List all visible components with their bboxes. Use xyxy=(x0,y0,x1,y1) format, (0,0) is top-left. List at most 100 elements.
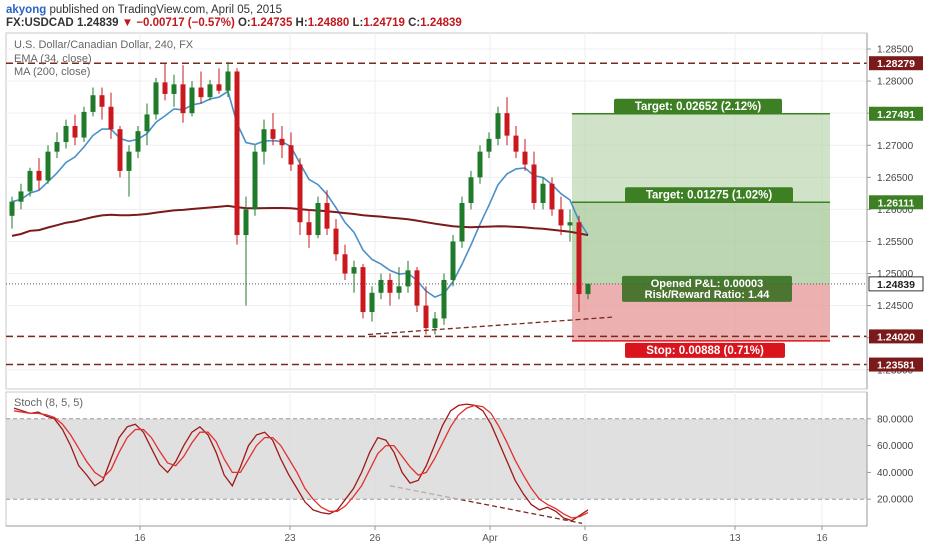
candle-body[interactable] xyxy=(513,135,519,152)
candle-body[interactable] xyxy=(144,114,150,132)
candle-body[interactable] xyxy=(351,267,357,274)
candle-body[interactable] xyxy=(225,71,231,91)
price-level-tag[interactable] xyxy=(869,56,923,71)
support-trendline[interactable] xyxy=(367,316,613,336)
close-value: 1.24839 xyxy=(420,17,462,29)
stoch-y-tick-label: 20.0000 xyxy=(877,495,914,506)
y-tick-label: 1.27000 xyxy=(877,141,914,152)
candle-body[interactable] xyxy=(495,113,501,139)
candle-body[interactable] xyxy=(261,129,267,152)
candle-body[interactable] xyxy=(90,95,96,112)
author-name[interactable]: akyong xyxy=(6,4,47,16)
candle-body[interactable] xyxy=(468,177,474,203)
pnl-box[interactable] xyxy=(622,275,792,302)
candle-body[interactable] xyxy=(558,209,564,226)
candle-body[interactable] xyxy=(504,113,510,136)
price-level-tag[interactable] xyxy=(869,195,923,210)
candle-body[interactable] xyxy=(108,106,114,130)
candle-body[interactable] xyxy=(369,292,375,313)
target-label-1[interactable]: Target: 0.02652 (2.12%) xyxy=(635,101,762,113)
candle-body[interactable] xyxy=(306,222,312,236)
candle-body[interactable] xyxy=(243,209,249,236)
candle-body[interactable] xyxy=(288,145,294,165)
candle-body[interactable] xyxy=(216,84,222,91)
candle-body[interactable] xyxy=(585,283,591,295)
open-label: O: xyxy=(237,17,251,29)
y-tick-label: 1.25500 xyxy=(877,237,914,248)
candle-body[interactable] xyxy=(36,170,42,181)
close-label: C: xyxy=(408,17,421,29)
candle-body[interactable] xyxy=(567,222,573,226)
candle-body[interactable] xyxy=(99,95,105,107)
candle-body[interactable] xyxy=(531,164,537,203)
target-label-1-box[interactable] xyxy=(614,98,782,114)
candle-body[interactable] xyxy=(423,305,429,329)
candle-body[interactable] xyxy=(252,151,258,210)
x-tick-label: 23 xyxy=(284,533,296,544)
candle-body[interactable] xyxy=(378,279,384,293)
candle-body[interactable] xyxy=(297,164,303,223)
x-axis[interactable]: 16 23 26 Apr 6 13 16 xyxy=(6,525,867,544)
price-change: −0.00717 (−0.57%) xyxy=(136,17,235,29)
candle-body[interactable] xyxy=(72,126,78,138)
candle-body[interactable] xyxy=(396,286,402,293)
candle-body[interactable] xyxy=(405,270,411,287)
candle-body[interactable] xyxy=(180,84,186,114)
price-level-tag[interactable] xyxy=(868,276,924,292)
candle-body[interactable] xyxy=(360,267,366,313)
target-label-2[interactable]: Target: 0.01275 (1.02%) xyxy=(646,189,773,201)
candle-body[interactable] xyxy=(324,202,330,229)
candle-body[interactable] xyxy=(441,279,447,319)
candle-body[interactable] xyxy=(198,87,204,98)
candle-body[interactable] xyxy=(333,228,339,255)
candle-body[interactable] xyxy=(459,202,465,242)
candle-body[interactable] xyxy=(153,82,159,115)
candle-body[interactable] xyxy=(27,170,33,192)
price-level-label: 1.24839 xyxy=(877,279,915,291)
candle-body[interactable] xyxy=(432,318,438,329)
candle-body[interactable] xyxy=(45,151,51,181)
position-labels[interactable]: Target: 0.02652 (2.12%) Target: 0.01275 (… xyxy=(614,98,793,358)
price-level-tag[interactable] xyxy=(869,106,923,121)
candle-body[interactable] xyxy=(414,270,420,306)
candle-body[interactable] xyxy=(342,254,348,274)
candle-body[interactable] xyxy=(387,279,393,293)
candle-body[interactable] xyxy=(450,241,456,280)
candle-body[interactable] xyxy=(315,202,321,236)
stop-label-box[interactable] xyxy=(625,342,785,358)
candle-body[interactable] xyxy=(162,82,168,94)
target-label-2-box[interactable] xyxy=(625,187,793,203)
stoch-line-d xyxy=(13,404,589,519)
candle-body[interactable] xyxy=(549,183,555,210)
y-axis[interactable]: 1.285001.280001.275001.270001.265001.260… xyxy=(866,33,924,526)
candle-body[interactable] xyxy=(9,201,15,216)
candle-body[interactable] xyxy=(117,129,123,171)
candle-body[interactable] xyxy=(477,151,483,178)
candle-body[interactable] xyxy=(135,131,141,152)
candle-body[interactable] xyxy=(54,142,60,152)
candle-body[interactable] xyxy=(189,87,195,114)
stoch-y-tick-label: 60.0000 xyxy=(877,441,914,452)
candle-body[interactable] xyxy=(270,129,276,139)
candle-body[interactable] xyxy=(171,84,177,94)
candle-body[interactable] xyxy=(63,126,69,143)
candles[interactable] xyxy=(9,61,591,335)
price-level-tag[interactable] xyxy=(869,357,923,372)
candle-body[interactable] xyxy=(18,191,24,202)
x-tick-label: 16 xyxy=(134,533,146,544)
candle-body[interactable] xyxy=(540,183,546,203)
stop-label[interactable]: Stop: 0.00888 (0.71%) xyxy=(646,345,764,357)
candle-body[interactable] xyxy=(576,222,582,295)
candle-body[interactable] xyxy=(234,71,240,236)
rr-label: Risk/Reward Ratio: 1.44 xyxy=(645,289,771,301)
candle-body[interactable] xyxy=(207,84,213,98)
published-text: published on TradingView.com, April 05, … xyxy=(49,4,282,16)
candle-body[interactable] xyxy=(522,151,528,165)
candle-body[interactable] xyxy=(81,111,87,138)
candle-body[interactable] xyxy=(279,138,285,146)
price-level-tag[interactable] xyxy=(869,329,923,344)
candle-body[interactable] xyxy=(486,138,492,152)
ohlc-line: FX:USDCAD 1.24839 ▼ −0.00717 (−0.57%) O:… xyxy=(6,17,462,29)
candle-body[interactable] xyxy=(126,151,132,171)
